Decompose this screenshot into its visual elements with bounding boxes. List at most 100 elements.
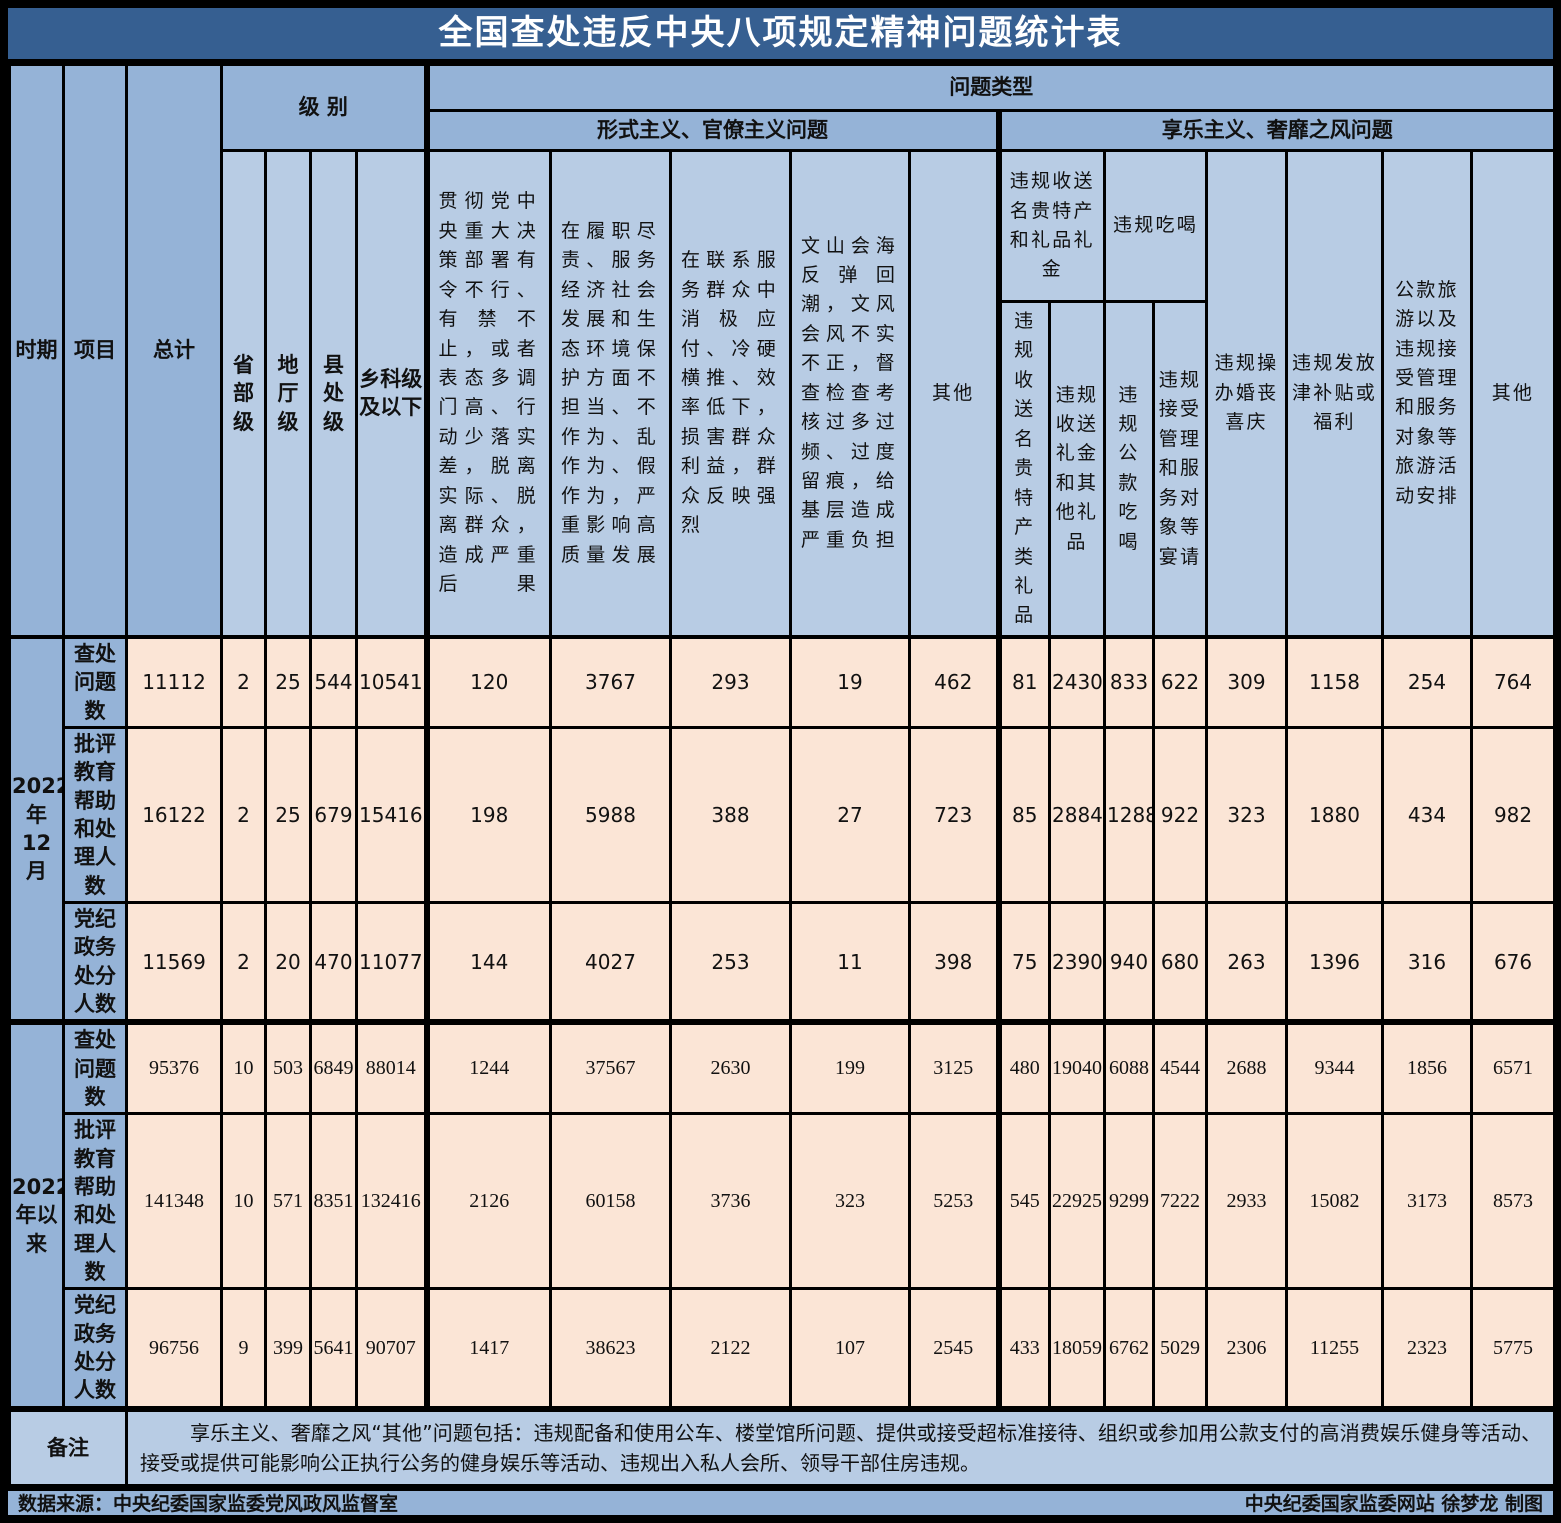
- data-cell: 323: [789, 1112, 911, 1291]
- col-header-banquets: 违规接受管理和服务对象等宴请: [1152, 299, 1208, 639]
- col-header-period: 时期: [8, 62, 65, 639]
- data-cell: 263: [1205, 900, 1288, 1024]
- data-cell: 6571: [1469, 1019, 1557, 1116]
- data-cell: 19: [789, 634, 911, 729]
- data-cell: 132416: [355, 1112, 428, 1291]
- data-cell: 545: [995, 1112, 1051, 1291]
- data-cell: 25: [264, 725, 312, 904]
- col-header-hedonism-other: 其他: [1469, 148, 1557, 639]
- data-cell: 25: [264, 634, 312, 729]
- data-cell: 2126: [423, 1112, 552, 1291]
- data-cell: 38623: [549, 1287, 672, 1411]
- col-header-county-level: 县处级: [309, 148, 358, 639]
- data-cell: 6849: [309, 1019, 358, 1116]
- data-cell: 7222: [1152, 1112, 1208, 1291]
- data-cell: 3173: [1381, 1112, 1473, 1291]
- data-cell: 2: [220, 900, 267, 1024]
- col-header-formalism-2: 在履职尽责、服务经济社会发展和生态环境保护方面不担当、不作为、乱作为、假作为，严…: [549, 148, 672, 639]
- data-cell: 723: [908, 725, 1000, 904]
- page-title: 全国查处违反中央八项规定精神问题统计表: [8, 8, 1553, 59]
- data-cell: 8351: [309, 1112, 358, 1291]
- data-cell: 388: [669, 725, 792, 904]
- col-header-formalism-4: 文山会海反弹回潮，文风会风不实不正，督查检查考核过多过频、过度留痕，给基层造成严…: [789, 148, 911, 639]
- data-cell: 8573: [1469, 1112, 1557, 1291]
- data-cell: 1244: [423, 1019, 552, 1116]
- data-cell: 120: [423, 634, 552, 729]
- col-header-public-funded-travel: 公款旅游以及违规接受管理和服务对象等旅游活动安排: [1381, 148, 1473, 639]
- col-header-prefecture-level: 地厅级: [264, 148, 312, 639]
- data-cell: 96756: [125, 1287, 223, 1411]
- data-cell: 254: [1381, 634, 1473, 729]
- col-header-item: 项目: [62, 62, 128, 639]
- col-header-formalism-1: 贯彻党中央重大决策部署有令不行、有禁不止，或者表态多调门高、行动少落实差，脱离实…: [423, 148, 552, 639]
- data-cell: 2430: [1048, 634, 1106, 729]
- data-cell: 2688: [1205, 1019, 1288, 1116]
- data-cell: 2323: [1381, 1287, 1473, 1411]
- data-cell: 95376: [125, 1019, 223, 1116]
- data-cell: 2933: [1205, 1112, 1288, 1291]
- data-cell: 11112: [125, 634, 223, 729]
- data-cell: 6762: [1103, 1287, 1155, 1411]
- statistics-table: 时期 项目 总计 级 别 问题类型 形式主义、官僚主义问题 享乐主义、奢靡之风问…: [8, 62, 1557, 1487]
- col-header-formalism-other: 其他: [908, 148, 1000, 639]
- data-cell: 462: [908, 634, 1000, 729]
- data-cell: 6088: [1103, 1019, 1155, 1116]
- data-cell: 470: [309, 900, 358, 1024]
- data-cell: 433: [995, 1287, 1051, 1411]
- col-header-weddings-funerals: 违规操办婚丧喜庆: [1205, 148, 1288, 639]
- data-cell: 27: [789, 725, 911, 904]
- note-label: 备注: [8, 1405, 128, 1487]
- data-cell: 434: [1381, 725, 1473, 904]
- data-cell: 10: [220, 1112, 267, 1291]
- data-cell: 11: [789, 900, 911, 1024]
- data-cell: 1880: [1285, 725, 1384, 904]
- data-cell: 3736: [669, 1112, 792, 1291]
- data-cell: 1396: [1285, 900, 1384, 1024]
- row-label: 批评教育帮助和处理人数: [62, 1112, 128, 1291]
- row-label: 党纪政务处分人数: [62, 900, 128, 1024]
- data-cell: 9344: [1285, 1019, 1384, 1116]
- col-header-allowances: 违规发放津补贴或福利: [1285, 148, 1384, 639]
- data-cell: 144: [423, 900, 552, 1024]
- data-cell: 571: [264, 1112, 312, 1291]
- group-header-gifts: 违规收送名贵特产和礼品礼金: [995, 149, 1106, 303]
- credit-text: 中央纪委国家监委网站 徐梦龙 制图: [1244, 1493, 1543, 1516]
- data-cell: 9: [220, 1287, 267, 1411]
- data-cell: 107: [789, 1287, 911, 1411]
- data-cell: 85: [995, 725, 1051, 904]
- data-cell: 2: [220, 725, 267, 904]
- data-cell: 2: [220, 634, 267, 729]
- data-cell: 18059: [1048, 1287, 1106, 1411]
- col-header-formalism-3: 在联系服务群众中消极应付、冷硬横推、效率低下，损害群众利益，群众反映强烈: [669, 148, 792, 639]
- col-header-cash-gifts: 违规收送礼金和其他礼品: [1048, 299, 1106, 639]
- data-cell: 680: [1152, 900, 1208, 1024]
- data-cell: 88014: [355, 1019, 428, 1116]
- data-cell: 676: [1469, 900, 1557, 1024]
- group-header-dining: 违规吃喝: [1103, 149, 1208, 303]
- data-cell: 940: [1103, 900, 1155, 1024]
- data-cell: 141348: [125, 1112, 223, 1291]
- data-cell: 81: [995, 634, 1051, 729]
- data-cell: 2122: [669, 1287, 792, 1411]
- data-cell: 11569: [125, 900, 223, 1024]
- note-text: 享乐主义、奢靡之风“其他”问题包括：违规配备和使用公车、楼堂馆所问题、提供或接受…: [124, 1405, 1557, 1487]
- data-cell: 5253: [908, 1112, 1000, 1291]
- data-cell: 982: [1469, 725, 1557, 904]
- data-cell: 198: [423, 725, 552, 904]
- data-cell: 60158: [549, 1112, 672, 1291]
- data-cell: 2306: [1205, 1287, 1288, 1411]
- data-cell: 679: [309, 725, 358, 904]
- period-since-2022: 2022年以来: [8, 1019, 65, 1411]
- footer-bar: 数据来源：中央纪委国家监委党风政风监督室 中央纪委国家监委网站 徐梦龙 制图: [8, 1486, 1553, 1516]
- data-cell: 544: [309, 634, 358, 729]
- data-cell: 11077: [355, 900, 428, 1024]
- data-cell: 253: [669, 900, 792, 1024]
- data-cell: 2545: [908, 1287, 1000, 1411]
- data-cell: 20: [264, 900, 312, 1024]
- data-cell: 15082: [1285, 1112, 1384, 1291]
- data-cell: 5988: [549, 725, 672, 904]
- data-cell: 1288: [1103, 725, 1155, 904]
- row-label: 查处问题数: [62, 1019, 128, 1116]
- data-cell: 22925: [1048, 1112, 1106, 1291]
